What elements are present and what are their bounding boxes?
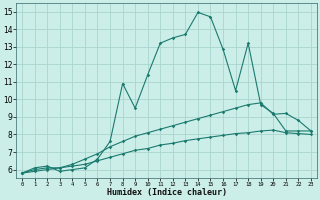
X-axis label: Humidex (Indice chaleur): Humidex (Indice chaleur) xyxy=(107,188,227,197)
